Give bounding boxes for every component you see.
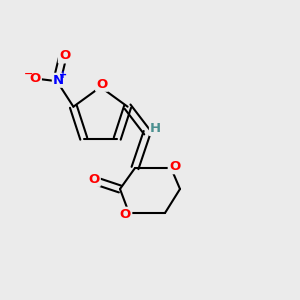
- Text: O: O: [59, 49, 70, 62]
- Text: N: N: [53, 74, 64, 87]
- Text: O: O: [88, 172, 100, 186]
- Text: O: O: [120, 208, 131, 221]
- Text: O: O: [96, 77, 108, 91]
- Text: +: +: [59, 70, 68, 80]
- Text: O: O: [29, 72, 40, 85]
- Text: −: −: [24, 69, 34, 79]
- Text: O: O: [169, 160, 180, 173]
- Text: H: H: [150, 122, 161, 135]
